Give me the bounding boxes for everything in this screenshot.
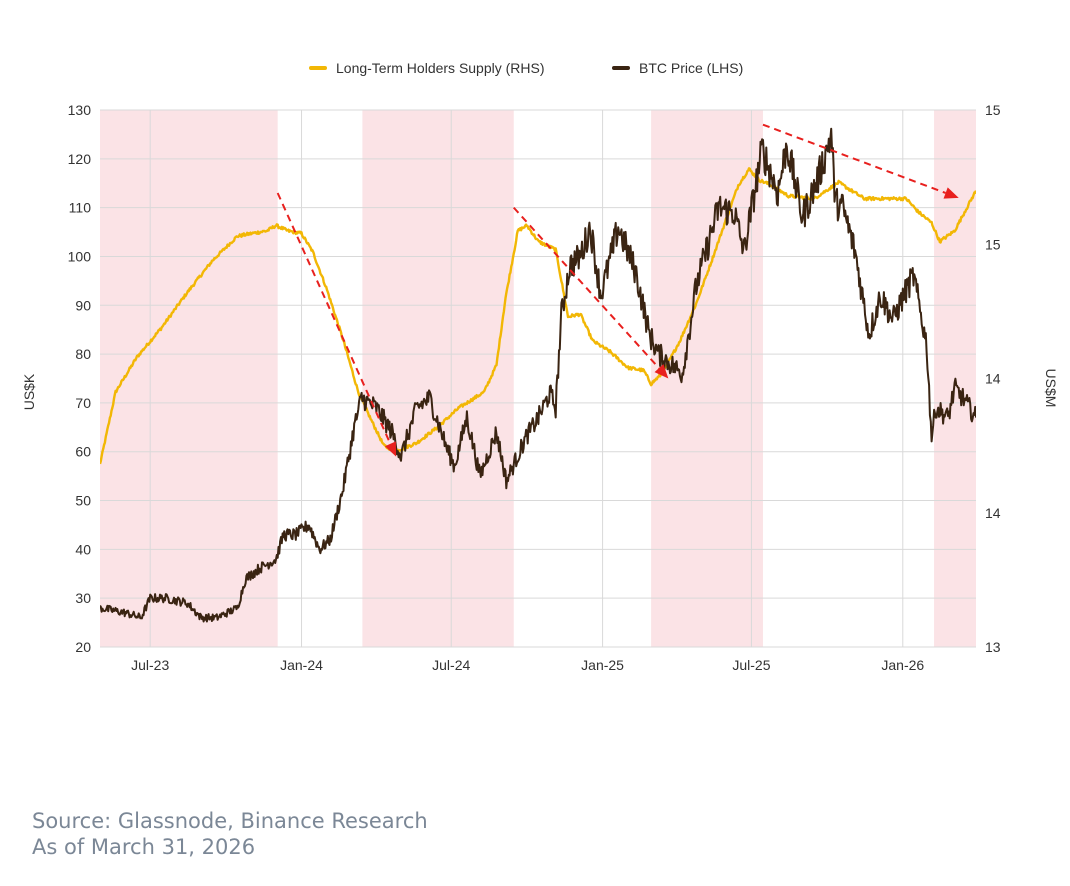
x-tick-label: Jan-25 bbox=[581, 657, 624, 673]
trend-arrow-1 bbox=[276, 192, 392, 445]
left-axis-title: US$K bbox=[21, 373, 37, 410]
trend-arrows bbox=[276, 123, 959, 457]
btc-price-line bbox=[100, 127, 976, 623]
trend-arrow-head-3 bbox=[943, 187, 959, 199]
x-tick-label: Jan-26 bbox=[881, 657, 924, 673]
shaded-period-1 bbox=[100, 110, 278, 647]
right-tick-label: 14 bbox=[985, 505, 1001, 521]
gridlines bbox=[100, 109, 976, 648]
right-axis: 13 14 14 15 15 bbox=[985, 102, 1001, 655]
legend-swatch-lth-supply bbox=[309, 66, 327, 70]
left-tick-label: 30 bbox=[75, 590, 91, 606]
shaded-period-2 bbox=[362, 110, 514, 647]
left-tick-label: 70 bbox=[75, 395, 91, 411]
left-tick-label: 80 bbox=[75, 346, 91, 362]
left-tick-label: 60 bbox=[75, 444, 91, 460]
right-tick-label: 15 bbox=[985, 236, 1001, 252]
right-tick-label: 15 bbox=[985, 102, 1001, 118]
left-tick-label: 110 bbox=[69, 200, 92, 216]
left-tick-label: 100 bbox=[68, 248, 92, 264]
shaded-period-3 bbox=[651, 110, 763, 647]
shaded-periods bbox=[100, 110, 976, 647]
right-axis-title: US$M bbox=[1043, 369, 1059, 408]
left-axis: 20 30 40 50 60 70 80 90 100 110 120 130 bbox=[68, 102, 92, 655]
left-tick-label: 40 bbox=[75, 541, 91, 557]
lth-supply-line bbox=[100, 167, 976, 465]
source-line: Source: Glassnode, Binance Research bbox=[32, 809, 428, 833]
x-tick-label: Jul-25 bbox=[732, 657, 770, 673]
legend-swatch-btc-price bbox=[612, 66, 630, 70]
right-tick-label: 14 bbox=[985, 371, 1001, 387]
x-tick-label: Jul-23 bbox=[131, 657, 169, 673]
left-tick-label: 90 bbox=[75, 297, 91, 313]
x-axis: Jul-23 Jan-24 Jul-24 Jan-25 Jul-25 Jan-26 bbox=[131, 657, 924, 673]
x-tick-label: Jul-24 bbox=[432, 657, 470, 673]
trend-arrow-head-1 bbox=[384, 441, 397, 457]
legend: Long-Term Holders Supply (RHS) BTC Price… bbox=[309, 60, 743, 76]
x-tick-label: Jan-24 bbox=[280, 657, 323, 673]
right-tick-label: 13 bbox=[985, 639, 1001, 655]
legend-label-lth-supply: Long-Term Holders Supply (RHS) bbox=[336, 60, 545, 76]
series-layer bbox=[100, 127, 976, 623]
trend-arrow-head-2 bbox=[654, 364, 669, 379]
trend-arrow-2 bbox=[512, 206, 660, 369]
left-tick-label: 120 bbox=[68, 151, 92, 167]
left-tick-label: 50 bbox=[75, 493, 91, 509]
left-tick-label: 20 bbox=[75, 639, 91, 655]
left-tick-label: 130 bbox=[68, 102, 92, 118]
trend-arrow-3 bbox=[762, 123, 946, 194]
legend-label-btc-price: BTC Price (LHS) bbox=[639, 60, 743, 76]
as-of-date: As of March 31, 2026 bbox=[32, 835, 256, 859]
